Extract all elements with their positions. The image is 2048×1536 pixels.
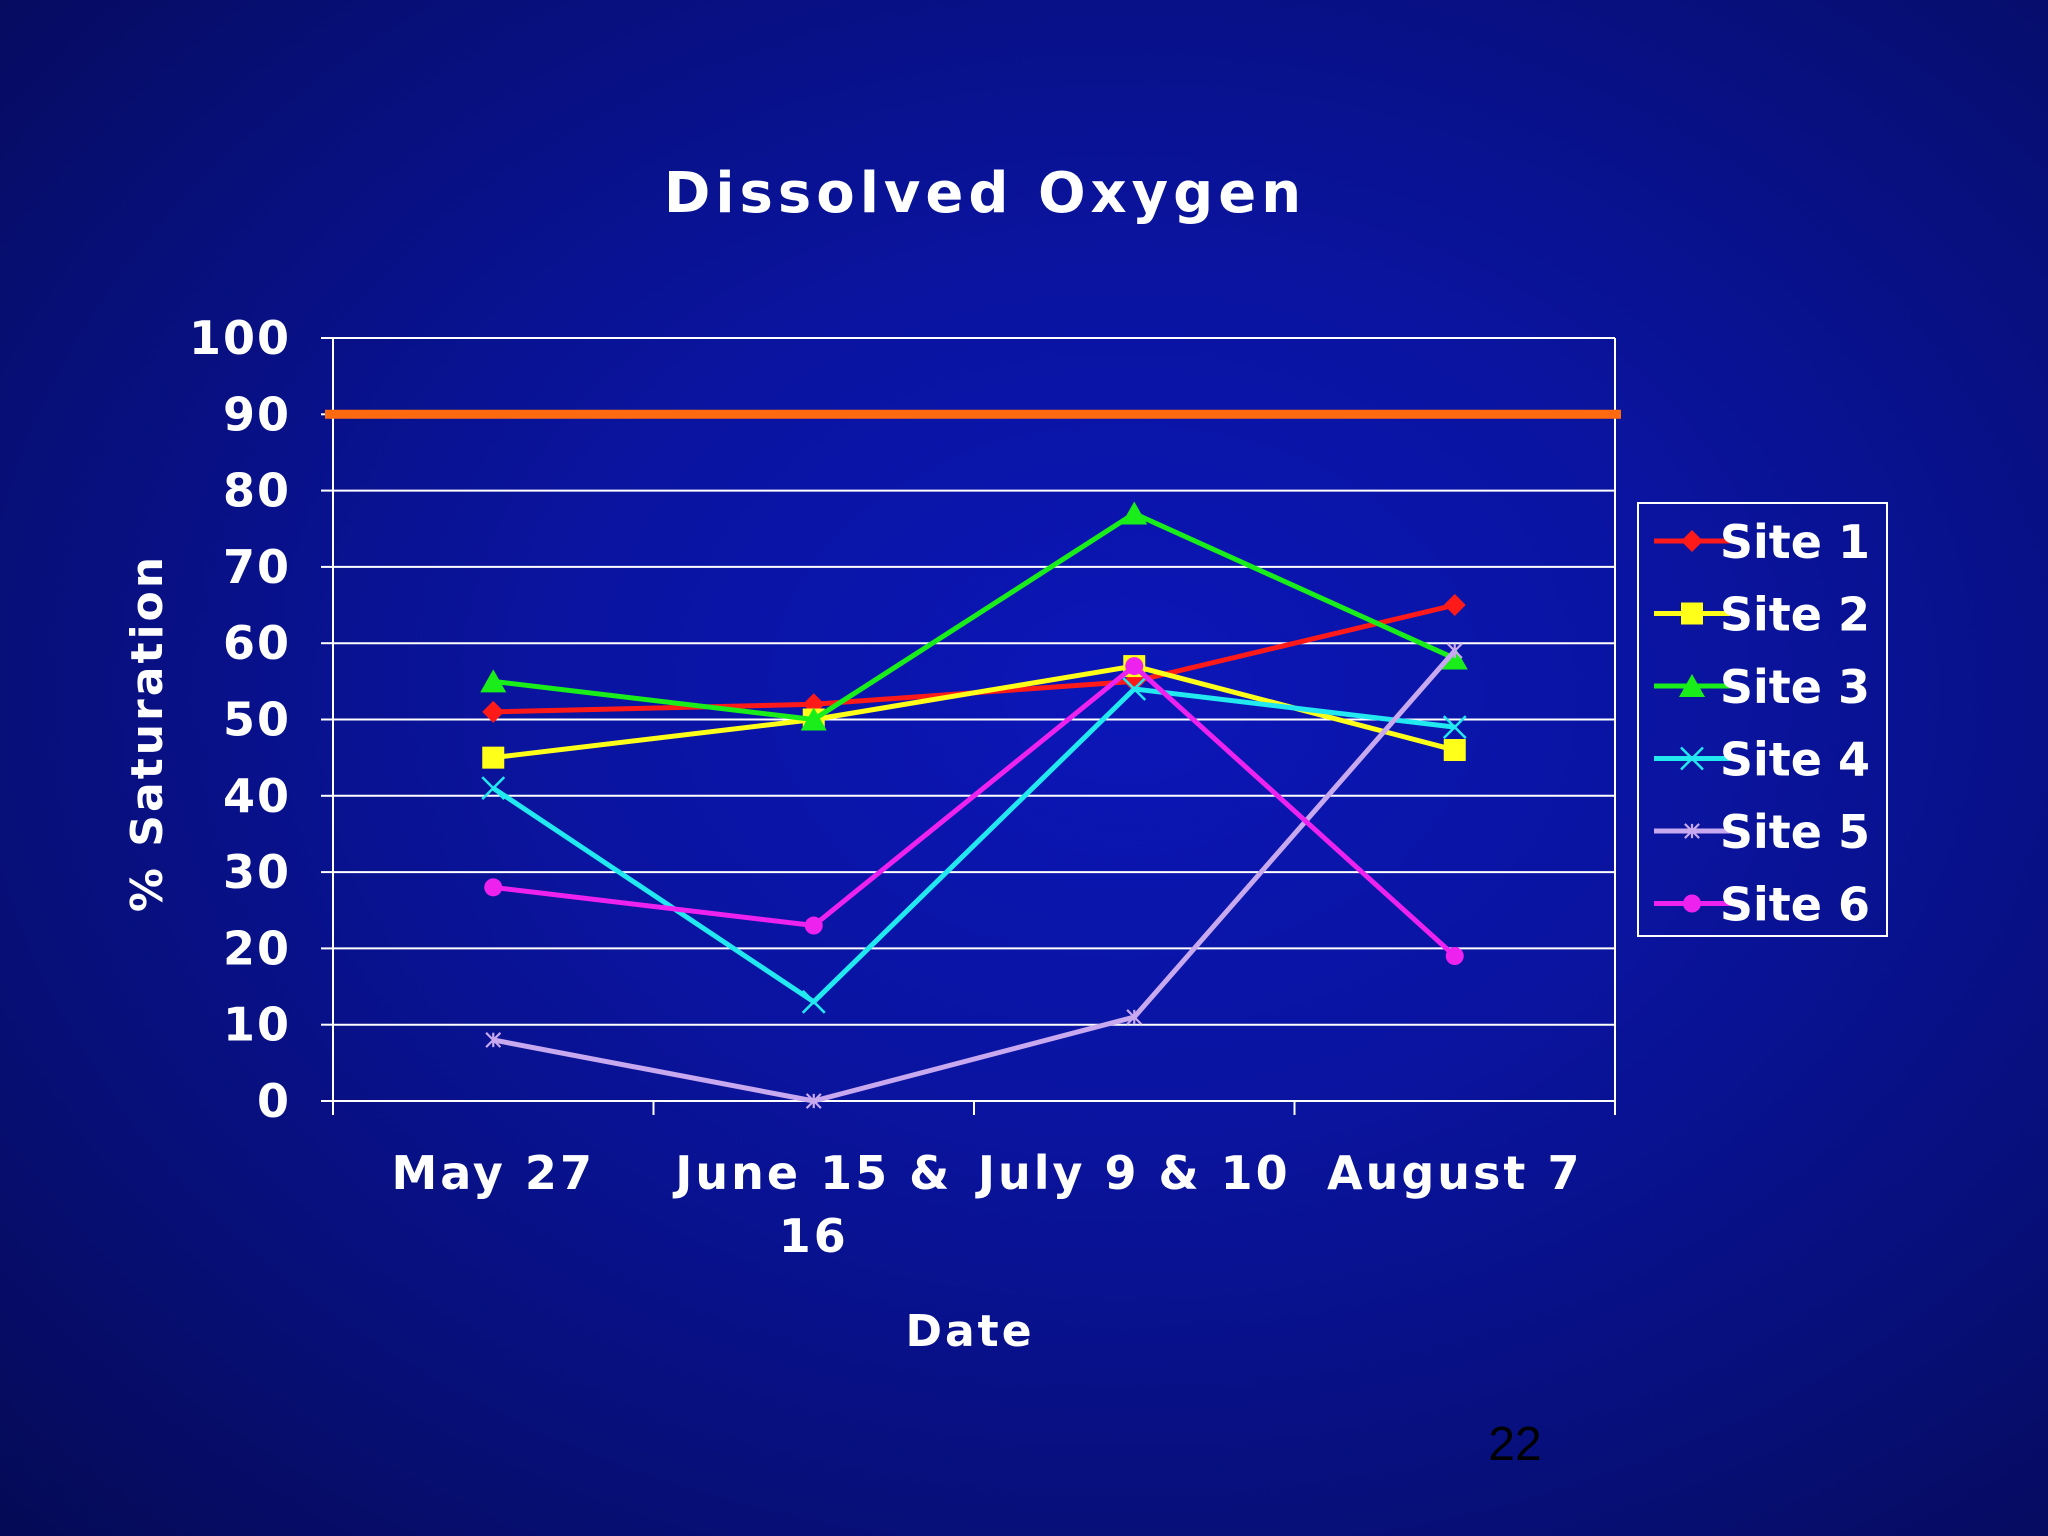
data-point-series-4-2 <box>801 989 826 1014</box>
data-point-series-4-1 <box>481 776 506 801</box>
legend-box <box>1637 502 1888 937</box>
xtick-label: August 7 <box>1327 1146 1582 1200</box>
data-point-series-2-1 <box>482 746 505 769</box>
legend-label: Site 5 <box>1720 805 1870 859</box>
data-point-series-1-1 <box>482 700 505 723</box>
ytick-label: 50 <box>223 693 291 747</box>
ytick-label: 100 <box>189 311 291 365</box>
legend: Site 1 Site 2 Site 3 Site 4 Site 5 Site 6 <box>1637 502 1888 937</box>
data-point-series-5-2 <box>805 1093 822 1109</box>
ytick-label: 30 <box>223 845 291 899</box>
ytick-label: 90 <box>223 387 291 441</box>
legend-marker <box>1684 823 1700 839</box>
series-layer <box>480 501 1468 1109</box>
legend-label: Site 3 <box>1720 660 1870 714</box>
xtick-label: May 27 <box>392 1146 595 1200</box>
legend-marker <box>1681 602 1703 625</box>
page-number: 22 <box>1488 1418 1541 1471</box>
data-point-series-3-3 <box>1121 501 1148 525</box>
ytick-label: 40 <box>223 769 291 823</box>
chart-title: Dissolved Oxygen <box>664 161 1306 226</box>
x-tick-labels: May 27 June 15 & 16 July 9 & 10 August 7 <box>392 1146 1582 1263</box>
data-point-series-6-4 <box>1445 947 1464 966</box>
legend-marker <box>1683 894 1701 913</box>
data-point-series-6-2 <box>804 916 823 935</box>
x-axis-label: Date <box>905 1306 1034 1357</box>
data-point-series-5-3 <box>1126 1009 1143 1025</box>
series-5 <box>485 642 1463 1109</box>
data-point-series-4-3 <box>1122 677 1147 701</box>
xtick-label: July 9 & 10 <box>975 1146 1291 1200</box>
legend-label: Site 6 <box>1720 878 1870 932</box>
legend-item-1: Site 1 <box>1654 515 1870 569</box>
data-point-series-3-2 <box>800 707 827 731</box>
series-1 <box>482 594 1466 723</box>
ytick-label: 70 <box>223 540 291 594</box>
series-6 <box>484 657 1464 966</box>
legend-marker <box>1681 530 1703 552</box>
data-point-series-6-1 <box>484 878 503 897</box>
series-line-3 <box>492 510 1456 722</box>
legend-label: Site 2 <box>1720 588 1870 642</box>
ytick-label: 10 <box>223 998 291 1052</box>
series-line-1 <box>493 602 1456 715</box>
y-tick-labels: 0 10 20 30 40 50 60 70 80 90 100 <box>189 311 291 1128</box>
data-point-series-5-4 <box>1446 642 1463 659</box>
data-point-series-2-4 <box>1443 739 1466 762</box>
series-3 <box>480 501 1468 731</box>
legend-item-6: Site 6 <box>1654 878 1870 932</box>
legend-item-5: Site 5 <box>1654 805 1870 859</box>
legend-label: Site 1 <box>1720 515 1870 569</box>
series-line-6 <box>492 663 1457 958</box>
ytick-label: 80 <box>223 464 291 518</box>
series-line-4 <box>491 686 1456 1005</box>
legend-marker <box>1680 746 1704 771</box>
grid-layer <box>321 337 1616 1115</box>
ytick-label: 0 <box>257 1074 291 1128</box>
series-line-5 <box>492 649 1457 1104</box>
data-point-series-3-1 <box>480 669 507 693</box>
legend-item-4: Site 4 <box>1654 733 1870 787</box>
ytick-label: 20 <box>223 921 291 975</box>
y-axis-label: % Saturation <box>122 554 173 912</box>
ytick-label: 60 <box>223 616 291 670</box>
data-point-series-4-4 <box>1442 715 1467 740</box>
data-point-series-6-3 <box>1125 657 1144 676</box>
legend-label: Site 4 <box>1720 733 1870 787</box>
legend-marker <box>1679 674 1705 697</box>
data-point-series-1-4 <box>1443 594 1466 617</box>
series-4 <box>481 677 1467 1014</box>
legend-item-3: Site 3 <box>1654 660 1870 714</box>
data-point-series-5-1 <box>485 1032 502 1048</box>
legend-item-2: Site 2 <box>1654 588 1870 642</box>
xtick-label: June 15 & 16 <box>672 1146 952 1263</box>
